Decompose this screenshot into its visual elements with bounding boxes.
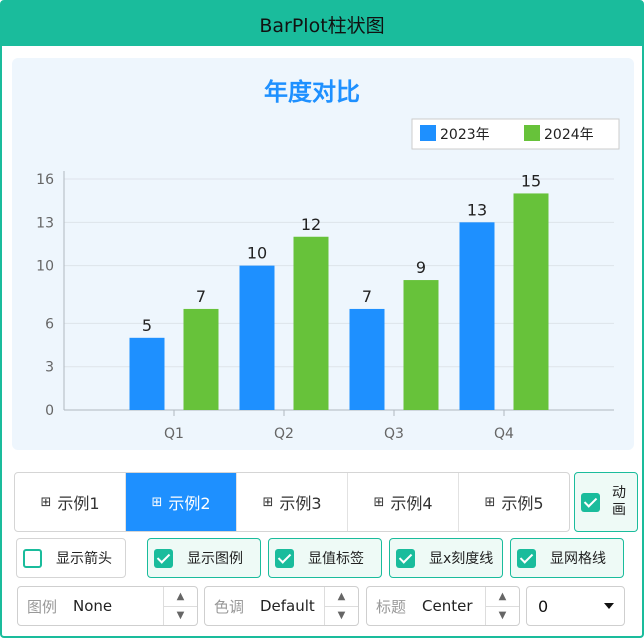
bar-2023年-Q3 — [349, 308, 385, 410]
show-arrow-label: 显示箭头 — [56, 551, 112, 567]
y-tick-label: 10 — [36, 259, 54, 275]
spin-up-icon[interactable]: ▲ — [164, 587, 197, 607]
legend-label-2023: 2023年 — [440, 127, 490, 143]
tab-example-2[interactable]: ⊞ 示例2 — [126, 473, 237, 531]
show-legend-toggle[interactable]: 显示图例 — [147, 538, 261, 578]
x-tick-label: Q1 — [164, 426, 184, 442]
tab-label: 示例3 — [279, 494, 322, 513]
show-arrow-toggle[interactable]: 显示箭头 — [16, 538, 126, 578]
data-label: 15 — [521, 171, 541, 190]
animation-label: 动画 — [612, 485, 626, 518]
animation-checkbox[interactable] — [581, 492, 600, 512]
legend-spinner-label: 图例 — [27, 597, 58, 616]
spin-up-icon[interactable]: ▲ — [325, 587, 358, 607]
bar-2023年-Q1 — [129, 337, 165, 410]
tab-label: 示例4 — [390, 494, 433, 513]
show-grid-toggle[interactable]: 显网格线 — [510, 538, 624, 578]
window-title: BarPlot柱状图 — [259, 14, 385, 37]
x-tick-label: Q2 — [274, 426, 294, 442]
tab-label: 示例2 — [168, 494, 211, 513]
grid-icon: ⊞ — [262, 494, 274, 510]
bar-2024年-Q3 — [403, 280, 439, 410]
title-spinner-value[interactable]: Center — [422, 597, 473, 615]
data-label: 12 — [301, 215, 321, 234]
show-x-ticks-label: 显x刻度线 — [429, 551, 494, 567]
tone-spinner[interactable]: 色调 Default ▲ ▼ — [204, 586, 359, 626]
grid-icon: ⊞ — [484, 494, 496, 510]
chevron-down-icon[interactable] — [604, 603, 614, 609]
y-tick-label: 3 — [45, 360, 54, 376]
grid-icon: ⊞ — [151, 494, 163, 510]
data-label: 13 — [467, 200, 487, 219]
title-spinner-label: 标题 — [376, 597, 407, 616]
chart-legend: 2023年 2024年 — [411, 118, 620, 150]
y-tick-label: 16 — [36, 172, 54, 188]
title-spinner[interactable]: 标题 Center ▲ ▼ — [366, 586, 520, 626]
bar-chart: 年度对比 2023年 2024年 0 3 6 10 13 16 Q1 5 7 Q2 10 12 Q3 7 9… — [36, 78, 620, 442]
show-arrow-checkbox[interactable] — [23, 548, 42, 568]
dropdown-value: 0 — [538, 596, 549, 616]
show-values-label: 显值标签 — [308, 551, 364, 567]
spin-down-icon[interactable]: ▼ — [498, 610, 507, 622]
show-values-checkbox[interactable] — [275, 548, 294, 568]
chart-title: 年度对比 — [264, 78, 360, 106]
show-grid-checkbox[interactable] — [517, 548, 536, 568]
show-x-ticks-toggle[interactable]: 显x刻度线 — [389, 538, 503, 578]
show-legend-checkbox[interactable] — [154, 548, 173, 568]
bar-2023年-Q2 — [239, 265, 275, 410]
grid-icon: ⊞ — [40, 494, 52, 510]
y-tick-label: 6 — [45, 316, 54, 332]
data-label: 10 — [247, 244, 267, 263]
spin-up-icon[interactable]: ▲ — [486, 587, 519, 607]
title-bar: BarPlot柱状图 — [2, 2, 642, 46]
tone-spinner-label: 色调 — [214, 597, 245, 616]
data-label: 5 — [142, 316, 152, 335]
legend-label-2024: 2024年 — [544, 127, 594, 143]
tab-label: 示例1 — [57, 494, 100, 513]
data-label: 9 — [416, 258, 426, 277]
x-tick-label: Q3 — [384, 426, 404, 442]
value-dropdown[interactable]: 0 — [526, 586, 625, 626]
spin-down-icon[interactable]: ▼ — [176, 610, 185, 622]
tab-example-3[interactable]: ⊞ 示例3 — [237, 473, 348, 531]
animation-toggle[interactable]: 动画 — [574, 472, 638, 532]
chart-panel: 年度对比 2023年 2024年 0 3 6 10 13 16 Q1 5 7 Q2 10 12 Q3 7 9… — [12, 58, 634, 450]
tone-spinner-value[interactable]: Default — [260, 597, 315, 615]
legend-swatch-2024 — [524, 125, 540, 141]
bar-2024年-Q4 — [513, 193, 549, 410]
tab-example-5[interactable]: ⊞ 示例5 — [459, 473, 569, 531]
bar-2024年-Q1 — [183, 308, 219, 410]
bar-2024年-Q2 — [293, 236, 329, 410]
tab-example-4[interactable]: ⊞ 示例4 — [348, 473, 459, 531]
show-legend-label: 显示图例 — [187, 551, 243, 567]
show-grid-label: 显网格线 — [550, 551, 606, 567]
show-values-toggle[interactable]: 显值标签 — [268, 538, 382, 578]
example-tabs: ⊞ 示例1 ⊞ 示例2 ⊞ 示例3 ⊞ 示例4 ⊞ 示例5 — [14, 472, 570, 532]
tab-example-1[interactable]: ⊞ 示例1 — [15, 473, 126, 531]
legend-swatch-2023 — [420, 125, 436, 141]
y-tick-label: 13 — [36, 215, 54, 231]
show-x-ticks-checkbox[interactable] — [396, 548, 415, 568]
legend-spinner-value[interactable]: None — [73, 597, 113, 615]
x-tick-label: Q4 — [494, 426, 514, 442]
y-tick-label: 0 — [45, 403, 54, 419]
data-label: 7 — [362, 287, 372, 306]
grid-icon: ⊞ — [373, 494, 385, 510]
tab-label: 示例5 — [501, 494, 544, 513]
legend-spinner[interactable]: 图例 None ▲ ▼ — [17, 586, 198, 626]
data-label: 7 — [196, 287, 206, 306]
spin-down-icon[interactable]: ▼ — [337, 610, 346, 622]
bar-2023年-Q4 — [459, 222, 495, 410]
